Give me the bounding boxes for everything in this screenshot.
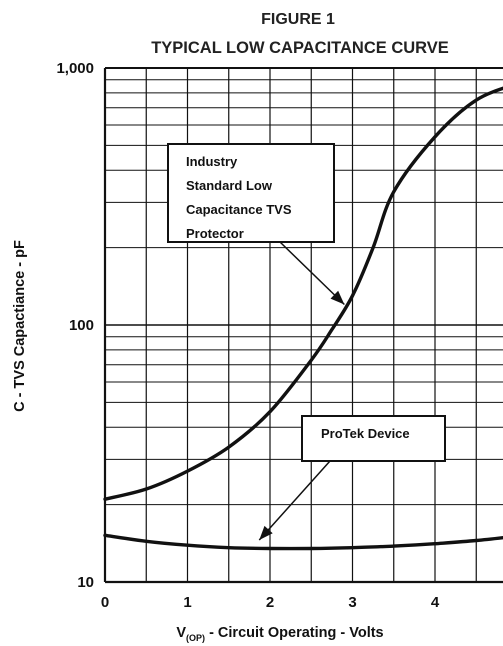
series-group (103, 86, 503, 551)
x-tick-label: 0 (101, 594, 109, 611)
figure-label: FIGURE 1 (261, 11, 335, 28)
annotation-text: Standard Low (186, 178, 273, 193)
y-tick-label: 10 (77, 574, 94, 591)
annotation-box (301, 415, 446, 462)
annotation-callout: Industry Standard Low Capacitance TVS Prote… (167, 143, 345, 306)
chart-title: TYPICAL LOW CAPACITANCE CURVE (151, 39, 449, 57)
series-line-industry-standard (103, 86, 503, 501)
annotation-box (167, 143, 335, 243)
x-tick-label: 4 (431, 594, 440, 611)
annotation-arrowhead (259, 525, 273, 541)
x-axis-label: V(OP) - Circuit Operating - Volts (176, 625, 383, 643)
x-tick-label: 3 (348, 594, 356, 611)
annotation-text: ProTek Device (321, 426, 410, 441)
annotation-text: Capacitance TVS (186, 202, 292, 217)
annotation-arrow-line (279, 241, 345, 306)
annotation-text: Protector (186, 226, 244, 241)
y-tick-label: 100 (69, 317, 94, 334)
annotations: Industry Standard Low Capacitance TVS Prote… (167, 143, 446, 541)
y-axis-label: C - TVS Capactiance - pF (12, 240, 28, 412)
series-line-protek (103, 533, 503, 551)
annotation-callout: ProTek Device (258, 415, 446, 541)
x-tick-label: 2 (266, 594, 274, 611)
annotation-arrow-line (258, 460, 331, 541)
y-tick-label: 1,000 (56, 60, 94, 77)
x-tick-label: 1 (183, 594, 191, 611)
x-axis-label-main: V (176, 625, 186, 641)
tick-labels: 012345101001,000 (56, 60, 440, 611)
x-axis-label-subscript: (OP) (186, 633, 205, 643)
annotation-arrowhead (330, 290, 345, 305)
annotation-text: Industry (186, 154, 238, 169)
x-axis-label-rest: - Circuit Operating - Volts (205, 625, 384, 641)
